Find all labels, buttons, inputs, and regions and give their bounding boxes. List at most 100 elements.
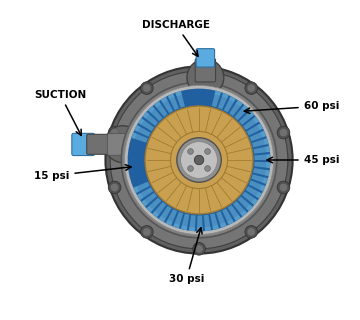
Circle shape <box>193 65 205 77</box>
Wedge shape <box>189 215 196 231</box>
Wedge shape <box>264 138 269 145</box>
Wedge shape <box>261 131 266 137</box>
Circle shape <box>145 106 253 214</box>
Wedge shape <box>253 116 259 124</box>
Wedge shape <box>252 138 269 148</box>
Circle shape <box>194 155 204 165</box>
Circle shape <box>125 85 274 235</box>
Wedge shape <box>260 185 265 191</box>
Circle shape <box>181 142 217 178</box>
Circle shape <box>277 126 290 139</box>
Wedge shape <box>197 215 203 231</box>
Wedge shape <box>168 93 179 110</box>
Wedge shape <box>228 205 241 221</box>
Circle shape <box>140 226 153 238</box>
Circle shape <box>195 245 203 253</box>
Circle shape <box>279 183 288 192</box>
Wedge shape <box>154 101 168 117</box>
Circle shape <box>247 84 255 92</box>
Wedge shape <box>218 93 229 109</box>
Circle shape <box>110 71 288 249</box>
Wedge shape <box>148 106 163 121</box>
Wedge shape <box>137 193 143 200</box>
Circle shape <box>187 59 224 96</box>
Circle shape <box>111 183 119 192</box>
Wedge shape <box>134 125 151 137</box>
Wedge shape <box>243 116 259 130</box>
Wedge shape <box>161 97 173 113</box>
Text: 60 psi: 60 psi <box>244 101 339 114</box>
Wedge shape <box>152 202 166 218</box>
Circle shape <box>143 84 151 92</box>
Text: DISCHARGE: DISCHARGE <box>142 20 210 56</box>
Circle shape <box>205 148 210 154</box>
Wedge shape <box>166 209 177 226</box>
FancyBboxPatch shape <box>72 133 95 156</box>
Wedge shape <box>204 215 211 231</box>
Text: SUCTION: SUCTION <box>34 90 86 135</box>
FancyBboxPatch shape <box>87 134 126 154</box>
Wedge shape <box>257 123 263 130</box>
Wedge shape <box>205 227 211 231</box>
Wedge shape <box>263 177 268 184</box>
Wedge shape <box>229 100 243 116</box>
Wedge shape <box>148 106 155 113</box>
Wedge shape <box>233 201 247 217</box>
Wedge shape <box>154 101 161 108</box>
Wedge shape <box>159 216 166 222</box>
Wedge shape <box>159 206 172 222</box>
Circle shape <box>177 138 221 182</box>
Circle shape <box>193 243 205 255</box>
Circle shape <box>128 89 270 231</box>
Circle shape <box>247 228 255 236</box>
Text: 30 psi: 30 psi <box>168 228 204 284</box>
Wedge shape <box>152 211 159 218</box>
Wedge shape <box>166 220 172 226</box>
Wedge shape <box>251 198 258 205</box>
Wedge shape <box>247 123 263 135</box>
Circle shape <box>105 67 293 253</box>
Wedge shape <box>222 208 234 225</box>
Wedge shape <box>147 206 153 212</box>
Circle shape <box>143 228 151 236</box>
Wedge shape <box>143 112 158 126</box>
Wedge shape <box>240 210 247 217</box>
Wedge shape <box>255 154 270 160</box>
Wedge shape <box>212 225 219 230</box>
Wedge shape <box>134 125 140 132</box>
Wedge shape <box>222 93 229 99</box>
FancyBboxPatch shape <box>196 49 215 67</box>
Wedge shape <box>147 197 161 212</box>
Circle shape <box>140 82 153 94</box>
Wedge shape <box>216 211 226 228</box>
Circle shape <box>108 181 121 194</box>
Circle shape <box>279 128 288 137</box>
Wedge shape <box>138 118 154 131</box>
Wedge shape <box>133 182 150 193</box>
Wedge shape <box>253 168 270 176</box>
Wedge shape <box>215 91 221 96</box>
Wedge shape <box>239 110 254 125</box>
Wedge shape <box>227 219 234 225</box>
Wedge shape <box>265 170 270 176</box>
Wedge shape <box>242 105 249 112</box>
Wedge shape <box>236 100 243 107</box>
Wedge shape <box>173 223 180 228</box>
Wedge shape <box>138 118 144 125</box>
Wedge shape <box>249 131 266 141</box>
Wedge shape <box>224 96 236 112</box>
Text: 45 psi: 45 psi <box>267 155 339 165</box>
Wedge shape <box>265 146 270 152</box>
Circle shape <box>195 67 203 75</box>
Wedge shape <box>246 186 262 199</box>
Wedge shape <box>234 215 241 221</box>
Wedge shape <box>175 91 182 96</box>
Wedge shape <box>251 174 268 184</box>
Wedge shape <box>229 96 236 102</box>
Wedge shape <box>256 192 262 199</box>
Wedge shape <box>234 105 249 120</box>
Wedge shape <box>248 110 254 117</box>
Wedge shape <box>181 214 189 230</box>
Wedge shape <box>131 132 137 139</box>
Text: 15 psi: 15 psi <box>34 165 131 181</box>
